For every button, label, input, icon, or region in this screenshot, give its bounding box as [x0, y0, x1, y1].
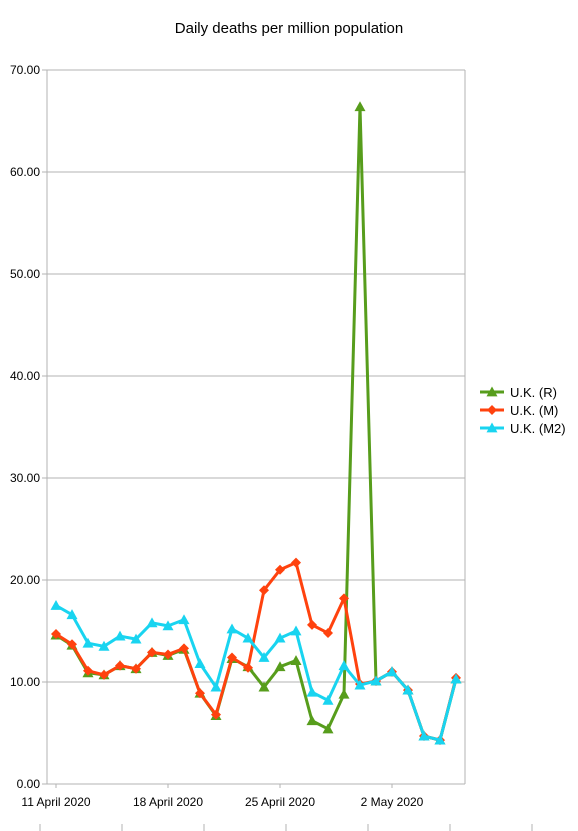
- data-point-series-3: [370, 675, 382, 686]
- x-tick-label: 2 May 2020: [361, 795, 424, 809]
- y-tick-label: 50.00: [10, 267, 40, 281]
- data-point-series-3: [322, 694, 334, 705]
- y-tick-label: 40.00: [10, 369, 40, 383]
- x-tick-label: 18 April 2020: [133, 795, 203, 809]
- data-point-series-2: [83, 665, 93, 676]
- y-tick-label: 20.00: [10, 573, 40, 587]
- data-point-series-3: [258, 652, 270, 662]
- series-line-2: [55, 561, 458, 742]
- data-point-series-2: [211, 709, 221, 720]
- data-point-series-3: [338, 660, 350, 671]
- legend-label: U.K. (M): [510, 403, 558, 418]
- data-point-series-3: [434, 734, 446, 745]
- data-point-series-1: [290, 655, 302, 665]
- y-tick-label: 10.00: [10, 675, 40, 689]
- data-point-series-2: [51, 629, 61, 640]
- data-point-series-1: [274, 661, 286, 672]
- data-point-series-2: [339, 593, 349, 604]
- chart-title: Daily deaths per million population: [174, 20, 404, 37]
- data-point-series-1: [322, 723, 334, 734]
- data-point-series-3: [226, 623, 238, 634]
- legend-label: U.K. (M2): [510, 421, 566, 436]
- data-point-series-2: [243, 662, 253, 673]
- data-point-series-3: [114, 630, 126, 641]
- data-point-series-2: [291, 557, 301, 568]
- data-point-series-2: [227, 652, 237, 663]
- y-tick-label: 30.00: [10, 471, 40, 485]
- legend-swatch-marker: [487, 405, 497, 415]
- data-point-series-2: [259, 585, 269, 596]
- data-point-series-2: [323, 628, 333, 639]
- data-point-series-3: [146, 617, 158, 628]
- legend-swatch-marker: [486, 422, 498, 433]
- data-point-series-3: [242, 632, 254, 643]
- data-point-series-3: [162, 620, 174, 631]
- y-tick-label: 0.00: [17, 777, 41, 791]
- x-tick-label: 11 April 2020: [21, 795, 90, 809]
- data-point-series-3: [306, 686, 318, 697]
- data-point-series-3: [290, 625, 302, 636]
- data-point-series-3: [418, 730, 430, 741]
- data-point-series-3: [130, 633, 142, 644]
- data-point-series-1: [258, 681, 270, 692]
- data-point-series-2: [99, 669, 109, 680]
- legend-label: U.K. (R): [510, 385, 557, 400]
- y-tick-label: 70.00: [10, 63, 40, 77]
- data-point-series-1: [338, 688, 350, 699]
- y-tick-label: 60.00: [10, 165, 40, 179]
- data-point-series-2: [115, 660, 125, 671]
- x-tick-label: 25 April 2020: [245, 795, 315, 809]
- data-point-series-2: [195, 688, 205, 699]
- data-point-series-3: [82, 637, 94, 648]
- data-point-series-2: [163, 649, 173, 660]
- data-point-series-3: [354, 679, 366, 690]
- data-point-series-2: [131, 663, 141, 674]
- data-point-series-3: [194, 658, 206, 669]
- data-point-series-3: [98, 640, 110, 651]
- data-point-series-3: [210, 681, 222, 692]
- data-point-series-3: [386, 666, 398, 677]
- data-point-series-3: [450, 673, 462, 684]
- data-point-series-3: [66, 609, 78, 620]
- data-point-series-3: [178, 614, 190, 625]
- data-point-series-3: [50, 600, 62, 610]
- data-point-series-3: [402, 684, 414, 695]
- data-point-series-2: [67, 639, 77, 650]
- data-point-series-2: [275, 564, 285, 575]
- data-point-series-1: [354, 101, 366, 112]
- data-point-series-2: [179, 643, 189, 654]
- data-point-series-2: [307, 619, 317, 630]
- data-point-series-3: [274, 632, 286, 643]
- data-point-series-1: [306, 715, 318, 726]
- data-point-series-2: [147, 647, 157, 658]
- legend-swatch-marker: [486, 386, 498, 397]
- series-line-1: [55, 105, 458, 742]
